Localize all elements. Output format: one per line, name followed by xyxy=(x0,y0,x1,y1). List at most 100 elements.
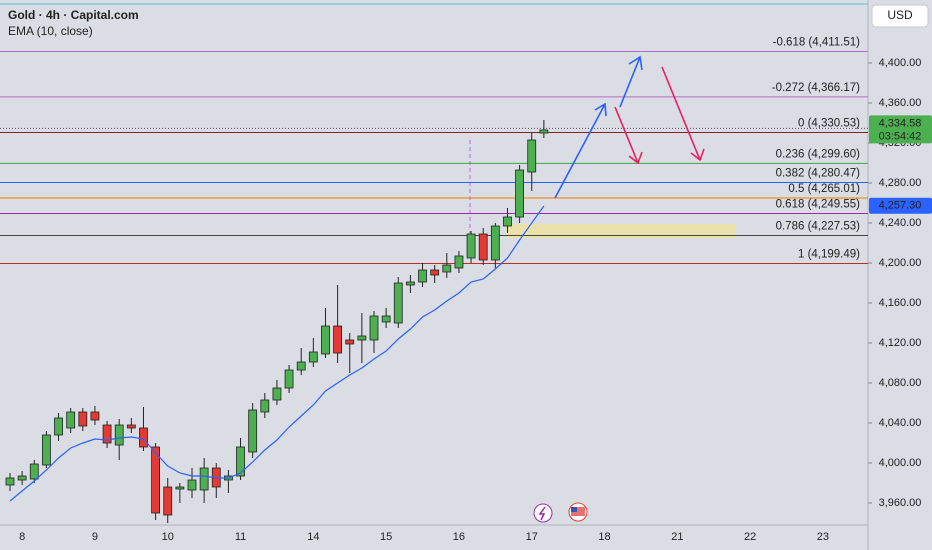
fib-label: 0.236 (4,299.60) xyxy=(776,148,861,160)
candles xyxy=(5,120,549,523)
candle-body xyxy=(539,129,549,134)
candle-body xyxy=(114,424,124,446)
x-tick-label: 10 xyxy=(162,531,174,543)
fib-label: 0.5 (4,265.01) xyxy=(788,183,860,195)
currency-label[interactable]: USD xyxy=(887,8,913,22)
x-tick-label: 11 xyxy=(235,531,246,543)
fib-label: -0.272 (4,366.17) xyxy=(772,82,860,94)
axes: 3,960.00 4,000.00 4,040.00 4,080.00 4,120.00… xyxy=(19,57,932,543)
candle-body xyxy=(163,486,173,516)
fib-label: 1 (4,199.49) xyxy=(798,249,860,261)
fib-label: 0 (4,330.53) xyxy=(798,118,860,130)
candle-body xyxy=(490,225,500,261)
y-tick-label: 4,240.00 xyxy=(879,217,922,229)
candle-body xyxy=(418,269,427,283)
arrow-up xyxy=(554,102,607,199)
candle-body xyxy=(454,255,464,269)
price-badge-label: 4,257.30 xyxy=(879,200,922,212)
fib-levels: -0.618 (4,411.51) -0.272 (4,366.17) 0 (4,3… xyxy=(0,37,868,265)
candle-body xyxy=(345,339,355,345)
candle-body xyxy=(381,315,391,323)
price-badge xyxy=(869,115,932,144)
y-tick-label: 4,360.00 xyxy=(879,97,922,109)
y-tick-label: 4,040.00 xyxy=(879,417,922,429)
y-tick-label: 4,080.00 xyxy=(879,377,922,389)
fib-label: 0.382 (4,280.47) xyxy=(776,168,861,180)
x-tick-label: 8 xyxy=(19,531,25,543)
candle-body xyxy=(139,427,148,448)
candle-body xyxy=(151,446,161,514)
y-tick-label: 4,160.00 xyxy=(879,297,922,309)
x-tick-label: 17 xyxy=(526,531,538,543)
y-tick-label: 3,960.00 xyxy=(879,497,922,509)
event-icon[interactable] xyxy=(533,503,553,523)
indicator-label: EMA (10, close) xyxy=(8,24,93,38)
candle-body xyxy=(442,264,452,273)
arrow-down xyxy=(661,66,705,162)
x-tick-label: 23 xyxy=(817,531,829,543)
y-tick-label: 4,000.00 xyxy=(879,457,922,469)
candle-body xyxy=(405,281,415,286)
candle-body xyxy=(260,399,270,413)
price-badge xyxy=(869,197,932,214)
fib-label: -0.618 (4,411.51) xyxy=(773,37,861,49)
arrow-down xyxy=(614,106,643,165)
x-tick-label: 22 xyxy=(744,531,756,543)
candle-body xyxy=(272,387,282,401)
candle-body xyxy=(66,411,76,429)
candle-body xyxy=(199,467,209,491)
y-tick-label: 4,120.00 xyxy=(879,337,922,349)
price-badge-label: 4,334.58 xyxy=(879,117,922,129)
candle-body xyxy=(90,411,100,421)
candle-body xyxy=(236,446,245,477)
ema-line xyxy=(9,205,545,502)
candle-body xyxy=(515,169,524,218)
candle-body xyxy=(17,475,27,481)
candle-body xyxy=(333,325,343,354)
flag xyxy=(571,507,585,516)
candle-body xyxy=(296,361,306,371)
countdown: 03:54:42 xyxy=(879,130,922,142)
x-tick-label: 14 xyxy=(307,531,319,543)
candle-body xyxy=(126,424,136,429)
candle-body xyxy=(248,409,258,453)
candle-body xyxy=(78,411,88,427)
candle-body xyxy=(430,269,440,276)
candle-body xyxy=(369,315,379,341)
candle-body xyxy=(478,233,488,261)
fib-label: 0.786 (4,227.53) xyxy=(776,221,861,233)
candle-body xyxy=(284,369,294,389)
demand-zone xyxy=(505,224,735,238)
candle-body xyxy=(466,233,476,259)
candle-body xyxy=(187,479,197,491)
x-tick-label: 21 xyxy=(671,531,683,543)
currency-button[interactable] xyxy=(871,4,929,28)
y-tick-label: 4,280.00 xyxy=(879,177,922,189)
arrow-up xyxy=(619,55,643,108)
candle-body xyxy=(393,282,403,324)
fib-label: 0.618 (4,249.55) xyxy=(776,198,861,210)
candle-body xyxy=(308,351,318,363)
candle-body xyxy=(357,335,367,341)
candle-body xyxy=(527,139,537,173)
candle-body xyxy=(102,424,112,444)
x-tick-label: 18 xyxy=(598,531,610,543)
x-tick-label: 9 xyxy=(92,531,98,543)
y-tick-label: 4,200.00 xyxy=(879,257,922,269)
x-tick-label: 15 xyxy=(380,531,392,543)
candle-body xyxy=(5,477,15,486)
arrows xyxy=(554,55,705,199)
candle-body xyxy=(54,417,63,436)
x-tick-label: 16 xyxy=(453,531,465,543)
y-tick-label: 4,400.00 xyxy=(879,57,922,69)
flag-canton xyxy=(571,507,577,512)
candle-body xyxy=(503,216,512,227)
candle-body xyxy=(321,325,330,355)
candle-body xyxy=(175,486,185,490)
candle-body xyxy=(42,434,51,466)
chart-title: Gold · 4h · Capital.com xyxy=(8,8,139,22)
lightning-icon xyxy=(538,506,546,521)
candle-body xyxy=(29,463,39,480)
